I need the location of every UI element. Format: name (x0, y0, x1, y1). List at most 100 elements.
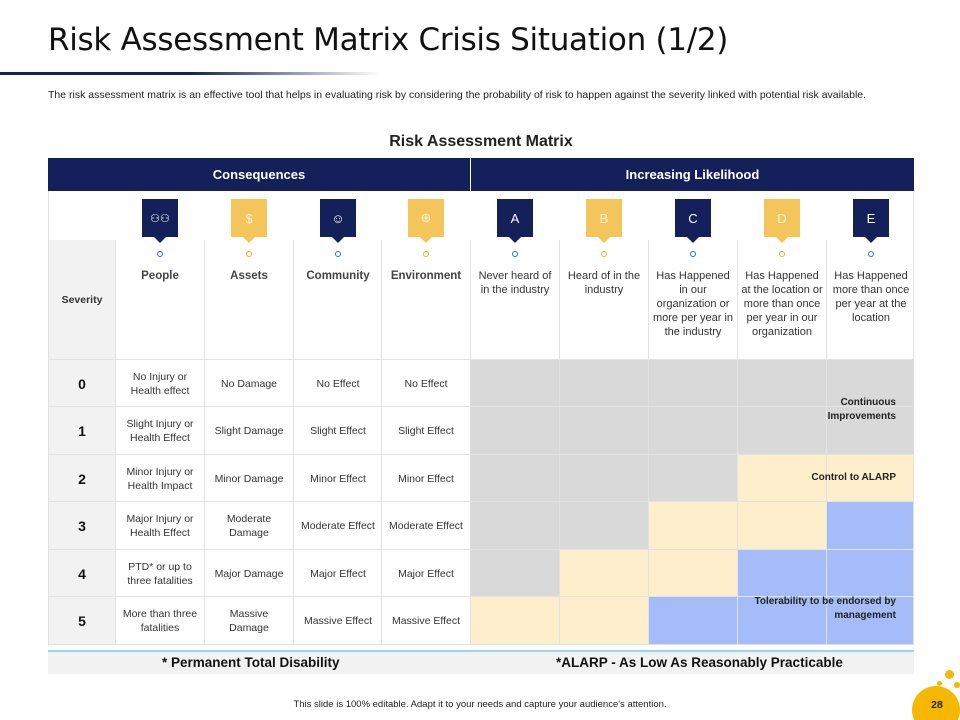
likelihood-letter: C (675, 199, 711, 237)
consequence-cell: No Effect (404, 377, 448, 390)
icon-pointer (243, 237, 255, 243)
likelihood-letter: A (497, 199, 533, 237)
community-icon: ☺ (320, 199, 356, 237)
connector-dot (779, 251, 785, 257)
severity-level: 3 (49, 502, 115, 549)
icon-pointer (509, 237, 521, 243)
consequence-cell: Massive Damage (229, 607, 269, 634)
consequence-cell: Major Effect (398, 567, 454, 580)
grid-line (559, 240, 560, 644)
decor-dot (937, 681, 942, 686)
consequence-cell: Slight Injury or Health Effect (126, 417, 194, 444)
likelihood-label: Has Happened more than once per year at … (832, 270, 910, 324)
likelihood-label: Heard of in the industry (567, 270, 641, 296)
risk-zone-cell (649, 502, 737, 549)
matrix-title: Risk Assessment Matrix (389, 133, 573, 150)
risk-zone-cell (738, 597, 826, 644)
risk-zone-cell (649, 550, 737, 597)
severity-level: 4 (49, 550, 115, 597)
grid-line (648, 240, 649, 644)
grid-line (293, 240, 294, 644)
consequence-label: Assets (230, 270, 268, 282)
connector-dot (512, 251, 518, 257)
people-icon: ⚇⚇ (142, 199, 178, 237)
slide-title: Risk Assessment Matrix Crisis Situation … (48, 22, 729, 58)
grid-line (48, 454, 914, 455)
decor-dot (954, 682, 960, 688)
connector-dot (335, 251, 341, 257)
grid-line (48, 240, 49, 644)
grid-line (826, 240, 827, 644)
likelihood-letter: B (586, 199, 622, 237)
risk-zone-cell (471, 360, 559, 407)
connector-dot (157, 251, 163, 257)
icon-pointer (776, 237, 788, 243)
likelihood-label: Has Happened at the location or more tha… (741, 270, 823, 338)
likelihood-letter: E (853, 199, 889, 237)
icon-pointer (598, 237, 610, 243)
risk-zone-cell (471, 597, 559, 644)
grid-line (470, 240, 471, 644)
ptd-footnote: * Permanent Total Disability (162, 655, 340, 670)
money-bag-icon: $ (231, 199, 267, 237)
risk-zone-cell (738, 360, 826, 407)
risk-zone-cell (560, 550, 648, 597)
connector-dot (868, 251, 874, 257)
page-number-badge (912, 686, 960, 720)
risk-zone-cell (738, 502, 826, 549)
connector-dot (601, 251, 607, 257)
grid-line (48, 359, 914, 360)
connector-dot (423, 251, 429, 257)
grid-line (204, 240, 205, 644)
alarp-footnote: *ALARP - As Low As Reasonably Practicabl… (556, 655, 843, 670)
consequence-cell: Slight Effect (310, 424, 366, 437)
severity-level: 5 (49, 597, 115, 644)
zone-label-alarp: Control to ALARP (811, 472, 896, 483)
footnote-bar: * Permanent Total Disability *ALARP - As… (48, 650, 914, 674)
risk-zone-cell (560, 360, 648, 407)
consequence-cell: Slight Effect (398, 424, 454, 437)
consequence-cell: No Damage (220, 377, 278, 390)
zone-label-continuous: Continuous Improvements (827, 397, 896, 422)
grid-line (48, 549, 914, 550)
risk-zone-cell (471, 407, 559, 454)
consequence-cell: Major Damage (214, 567, 284, 580)
risk-zone-cell (649, 407, 737, 454)
consequences-header: Consequences (48, 158, 470, 191)
risk-zone-cell (560, 455, 648, 502)
title-underline (0, 72, 380, 75)
grid-line (737, 240, 738, 644)
consequence-cell: Minor Effect (398, 472, 454, 485)
grid-line (115, 240, 116, 644)
consequence-cell: Slight Damage (214, 424, 284, 437)
severity-header: Severity (49, 240, 115, 359)
consequence-cell: Minor Effect (310, 472, 366, 485)
severity-level: 2 (49, 455, 115, 502)
risk-zone-cell (649, 597, 737, 644)
consequence-label: Environment (390, 270, 462, 282)
consequence-cell: Massive Effect (391, 614, 461, 627)
risk-zone-cell (827, 550, 914, 597)
grid-line (48, 501, 914, 502)
likelihood-label: Has Happened in our organization or more… (652, 270, 734, 338)
icon-pointer (865, 237, 877, 243)
connector-dot (246, 251, 252, 257)
icon-pointer (332, 237, 344, 243)
consequence-cell: Major Injury or Health Effect (126, 512, 194, 539)
risk-zone-cell (471, 455, 559, 502)
risk-zone-cell (827, 597, 914, 644)
grid-line (48, 406, 914, 407)
icon-pointer (154, 237, 166, 243)
grid-line (913, 191, 914, 644)
consequence-cell: More than three fatalities (122, 607, 198, 634)
risk-zone-cell (471, 502, 559, 549)
globe-hand-icon: ⊕ (408, 199, 444, 237)
risk-zone-cell (560, 502, 648, 549)
consequence-cell: Moderate Effect (301, 519, 375, 532)
editable-note: This slide is 100% editable. Adapt it to… (293, 699, 667, 710)
risk-matrix: Consequences Increasing Likelihood Sever… (48, 158, 914, 646)
consequence-cell: Minor Injury or Health Impact (126, 465, 194, 492)
risk-zone-cell (827, 502, 914, 549)
zone-label-tolerability: Tolerability to be endorsed by managemen… (754, 596, 896, 621)
risk-zone-cell (471, 550, 559, 597)
